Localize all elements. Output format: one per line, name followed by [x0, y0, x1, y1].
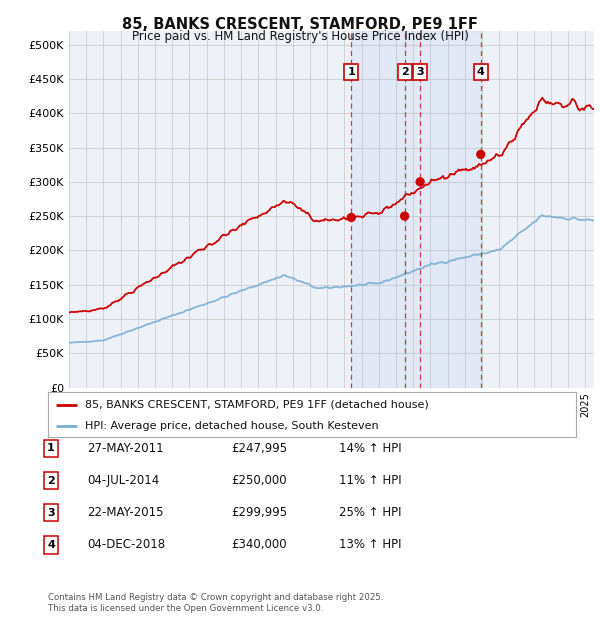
Text: 2: 2 [401, 67, 409, 77]
Text: Price paid vs. HM Land Registry's House Price Index (HPI): Price paid vs. HM Land Registry's House … [131, 30, 469, 43]
Text: £247,995: £247,995 [231, 442, 287, 454]
Bar [420, 31, 481, 388]
Text: Contains HM Land Registry data © Crown copyright and database right 2025.
This d: Contains HM Land Registry data © Crown c… [48, 593, 383, 613]
Text: 1: 1 [47, 443, 55, 453]
Text: 13% ↑ HPI: 13% ↑ HPI [339, 539, 401, 551]
Text: 1: 1 [347, 67, 355, 77]
Point [415, 177, 425, 187]
Text: £340,000: £340,000 [231, 539, 287, 551]
Text: £299,995: £299,995 [231, 507, 287, 519]
Text: 85, BANKS CRESCENT, STAMFORD, PE9 1FF: 85, BANKS CRESCENT, STAMFORD, PE9 1FF [122, 17, 478, 32]
Text: 27-MAY-2011: 27-MAY-2011 [87, 442, 164, 454]
Text: 22-MAY-2015: 22-MAY-2015 [87, 507, 163, 519]
Text: 4: 4 [477, 67, 485, 77]
Text: HPI: Average price, detached house, South Kesteven: HPI: Average price, detached house, Sout… [85, 421, 379, 431]
Text: 25% ↑ HPI: 25% ↑ HPI [339, 507, 401, 519]
Text: 04-DEC-2018: 04-DEC-2018 [87, 539, 165, 551]
Text: 04-JUL-2014: 04-JUL-2014 [87, 474, 159, 487]
Text: 11% ↑ HPI: 11% ↑ HPI [339, 474, 401, 487]
Point [346, 213, 356, 223]
Point [400, 211, 409, 221]
Text: 85, BANKS CRESCENT, STAMFORD, PE9 1FF (detached house): 85, BANKS CRESCENT, STAMFORD, PE9 1FF (d… [85, 399, 429, 410]
Text: 14% ↑ HPI: 14% ↑ HPI [339, 442, 401, 454]
Text: 3: 3 [416, 67, 424, 77]
Text: 3: 3 [47, 508, 55, 518]
Bar [351, 31, 404, 388]
Point [476, 149, 485, 159]
Text: 2: 2 [47, 476, 55, 485]
Bar [404, 31, 420, 388]
Text: 4: 4 [47, 540, 55, 550]
Text: £250,000: £250,000 [231, 474, 287, 487]
